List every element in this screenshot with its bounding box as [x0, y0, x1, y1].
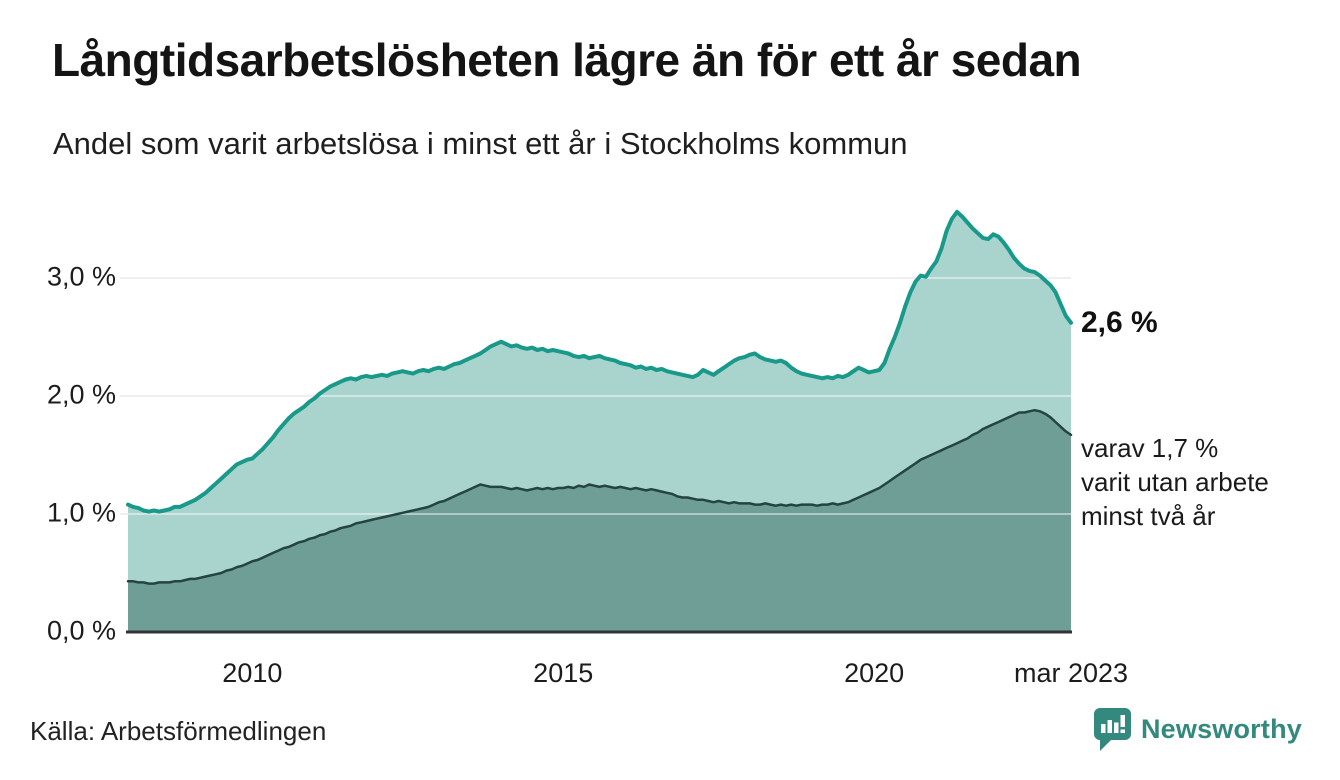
y-axis-tick-label: 3,0 %	[46, 261, 116, 292]
x-axis-tick-label: 2010	[222, 658, 283, 688]
y-axis-tick-label: 0,0 %	[46, 615, 116, 646]
y-axis-tick-label: 1,0 %	[46, 497, 116, 528]
secondary-annotation-line: minst två år	[1081, 501, 1216, 531]
series-two-years-area	[128, 410, 1071, 632]
x-axis-tick-label: 2020	[844, 658, 905, 688]
newsworthy-bubble-icon	[1093, 708, 1131, 751]
source-note: Källa: Arbetsförmedlingen	[30, 716, 327, 746]
secondary-annotation-line: varav 1,7 %	[1081, 433, 1219, 463]
secondary-series-annotation: varav 1,7 % varit utan arbete minst två år	[1081, 431, 1269, 533]
chart-subtitle: Andel som varit arbetslösa i minst ett å…	[53, 126, 908, 161]
y-axis-tick-label: 2,0 %	[46, 379, 116, 410]
secondary-annotation-line: varit utan arbete	[1081, 467, 1269, 497]
page-title: Långtidsarbetslösheten lägre än för ett …	[52, 34, 1082, 86]
newsworthy-logo: Newsworthy	[1093, 708, 1302, 751]
newsworthy-wordmark: Newsworthy	[1140, 714, 1302, 744]
x-axis-tick-label: 2015	[533, 658, 594, 688]
gridlines-overlay	[120, 277, 1071, 515]
end-value-label: 2,6 %	[1081, 306, 1158, 339]
x-axis-tick-label: mar 2023	[1013, 658, 1129, 688]
series-two-years-line	[126, 408, 1073, 585]
series-total-line	[126, 209, 1073, 514]
